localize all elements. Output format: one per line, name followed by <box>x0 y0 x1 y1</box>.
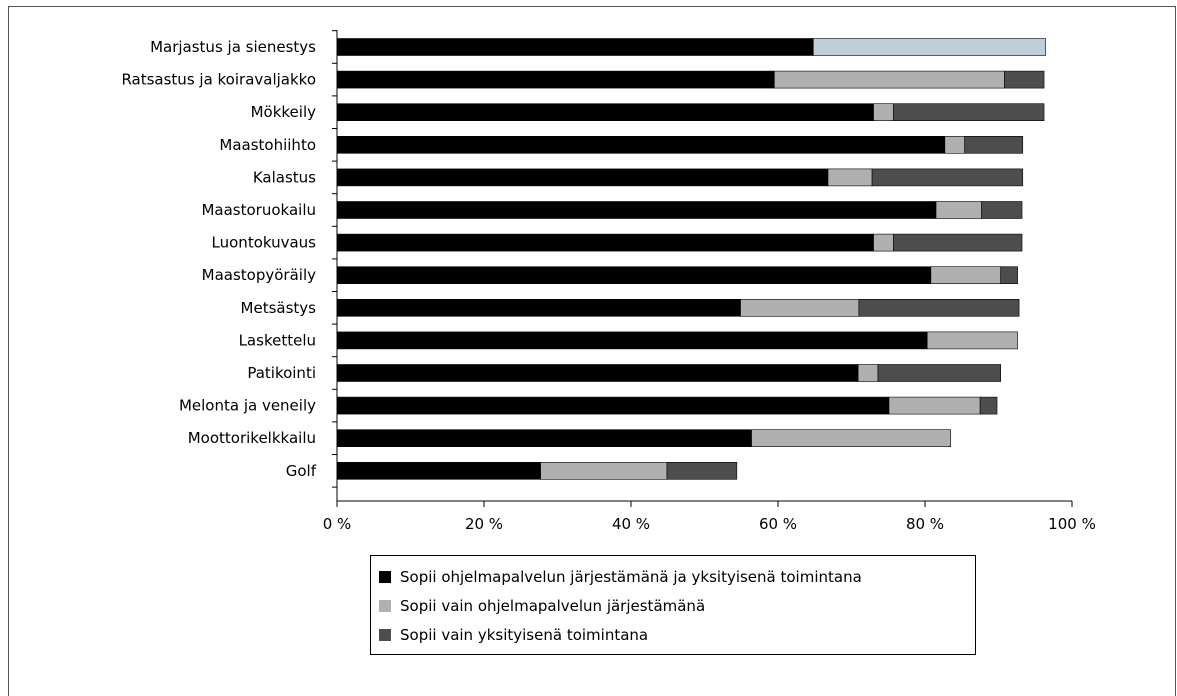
bar-segment <box>858 298 1020 317</box>
category-label: Ratsastus ja koiravaljakko <box>121 71 316 89</box>
bar-segment <box>540 461 668 480</box>
category-label: Metsästys <box>241 299 317 317</box>
bar-segment <box>964 136 1024 154</box>
bar-segment <box>1004 70 1045 89</box>
bar-segment <box>666 461 738 480</box>
bar-segment <box>857 364 879 382</box>
bar-segment <box>979 396 998 415</box>
category-label: Maastohiihto <box>219 136 316 154</box>
bar-segment <box>336 364 859 382</box>
bar-segment <box>774 70 1005 89</box>
x-tick-label: 80 % <box>906 515 944 533</box>
legend-item: Sopii ohjelmapalvelun järjestämänä ja yk… <box>379 566 862 588</box>
bar-segment <box>888 396 981 415</box>
bar-segment <box>935 201 982 219</box>
category-label: Marjastus ja sienestys <box>150 38 316 56</box>
bar-segment <box>893 103 1045 121</box>
category-label: Luontokuvaus <box>212 234 317 252</box>
category-label: Laskettelu <box>239 331 316 349</box>
legend-label: Sopii vain yksityisenä toimintana <box>400 626 649 644</box>
bar-segment <box>812 38 1046 56</box>
category-label: Kalastus <box>253 168 316 186</box>
x-tick-label: 40 % <box>612 515 650 533</box>
category-label: Moottorikelkkailu <box>188 429 316 447</box>
category-label: Golf <box>286 462 317 480</box>
bar-segment <box>336 266 932 285</box>
bar-segment <box>336 298 741 317</box>
bar-segment <box>877 364 1002 382</box>
category-label: Melonta ja veneily <box>179 397 316 415</box>
bar-segment <box>336 103 874 121</box>
bar-segment <box>336 429 752 448</box>
bar-segment <box>944 136 965 154</box>
bar-segment <box>336 168 829 187</box>
bar-segment <box>740 298 860 317</box>
x-tick-label: 100 % <box>1048 515 1096 533</box>
category-label: Maastopyöräily <box>202 266 316 284</box>
legend-swatch <box>379 571 391 583</box>
bar-segment <box>981 201 1023 219</box>
bar-segment <box>336 233 874 252</box>
bar-segment <box>336 331 928 350</box>
legend-item: Sopii vain ohjelmapalvelun järjestämänä <box>379 595 705 617</box>
bar-segment <box>336 136 946 154</box>
bar-segment <box>873 103 894 121</box>
x-tick-label: 60 % <box>759 515 797 533</box>
bar-segment <box>893 233 1023 252</box>
bar-segment <box>871 168 1024 187</box>
bar-segment <box>336 201 937 219</box>
legend-swatch <box>379 600 391 612</box>
legend-label: Sopii ohjelmapalvelun järjestämänä ja yk… <box>400 568 862 586</box>
x-tick-label: 0 % <box>323 515 352 533</box>
legend-label: Sopii vain ohjelmapalvelun järjestämänä <box>400 597 706 615</box>
bar-segment <box>336 38 814 56</box>
bar-segment <box>930 266 1002 285</box>
bar-segment <box>1000 266 1018 285</box>
category-label: Mökkeily <box>251 103 317 121</box>
bar-segment <box>827 168 873 187</box>
bar-segment <box>336 461 541 480</box>
category-label: Maastoruokailu <box>201 201 316 219</box>
legend: Sopii ohjelmapalvelun järjestämänä ja yk… <box>370 555 976 655</box>
bar-segment <box>926 331 1018 350</box>
legend-item: Sopii vain yksityisenä toimintana <box>379 624 648 646</box>
bar-segment <box>873 233 894 252</box>
bar-segment <box>751 429 952 448</box>
x-tick-label: 20 % <box>465 515 503 533</box>
bar-segment <box>336 396 890 415</box>
bar-segment <box>336 70 775 89</box>
figure-frame <box>8 6 1176 696</box>
category-label: Patikointi <box>247 364 316 382</box>
legend-swatch <box>379 629 391 641</box>
stacked-bar-chart: Marjastus ja sienestys Ratsastus ja koira… <box>121 30 1096 533</box>
